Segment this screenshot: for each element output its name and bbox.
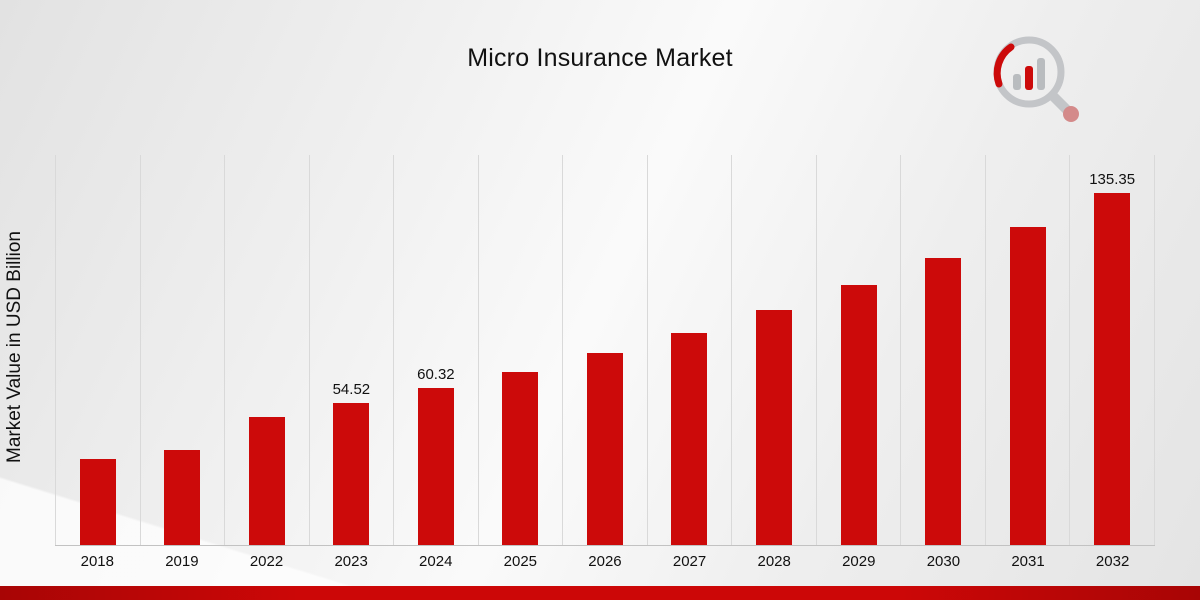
x-tick-label: 2031	[1011, 553, 1045, 570]
logo-handle-tip-icon	[1063, 106, 1079, 122]
chart-column	[900, 155, 985, 545]
bar-data-label: 54.52	[332, 381, 371, 399]
chart-column	[139, 155, 225, 545]
bar-2028	[756, 310, 793, 545]
bar-2026	[586, 353, 623, 545]
logo-bar-medium-icon	[1025, 66, 1033, 90]
logo-bar-tall-icon	[1037, 58, 1045, 90]
x-tick-label: 2029	[842, 553, 876, 570]
x-tick-label: 2030	[926, 553, 961, 570]
x-tick-label: 2023	[334, 553, 368, 570]
chart-column	[646, 155, 732, 545]
chart-column	[562, 155, 647, 545]
bar-2030	[925, 257, 962, 545]
x-tick-label: 2022	[249, 553, 284, 570]
chart-column	[984, 155, 1070, 545]
chart-column	[224, 155, 309, 545]
x-tick-label: 2032	[1095, 553, 1130, 570]
x-tick-label: 2028	[757, 553, 791, 570]
chart-column: 135.35	[1069, 155, 1155, 545]
chart-column	[55, 155, 140, 545]
chart-column	[731, 155, 816, 545]
logo-bar-short-icon	[1013, 74, 1021, 90]
bar-2022	[248, 416, 285, 545]
plot-area: 54.52 60.32 135.35	[55, 155, 1155, 546]
x-tick-label: 2027	[672, 553, 707, 570]
x-tick-label: 2025	[503, 553, 538, 570]
chart-title: Micro Insurance Market	[467, 44, 733, 72]
bottom-accent-strip	[0, 586, 1200, 600]
bar-2031	[1009, 226, 1046, 545]
bar-2024: 60.32	[417, 366, 455, 545]
bar-2023: 54.52	[333, 381, 370, 545]
x-tick-label: 2019	[165, 553, 199, 570]
chart-column	[815, 155, 901, 545]
chart-column: 60.32	[393, 155, 478, 545]
x-tick-label: 2024	[419, 553, 453, 570]
x-tick-label: 2026	[588, 553, 622, 570]
bar-data-label: 135.35	[1089, 171, 1136, 189]
x-tick-label: 2018	[80, 553, 114, 570]
bar-2019	[164, 450, 201, 545]
chart-column	[477, 155, 563, 545]
bar-data-label: 60.32	[417, 366, 455, 384]
chart-column: 54.52	[308, 155, 394, 545]
x-axis-tick-row: 2018 2019 2022 2023 2024 2025 2026 2027 2028 2029…	[55, 553, 1155, 570]
bar-2025	[502, 371, 539, 545]
y-axis-label: Market Value in USD Billion	[4, 231, 25, 464]
magnifier-bar-chart-logo-icon	[993, 36, 1079, 122]
logo-red-arc-icon	[993, 43, 1015, 88]
bar-2029	[840, 285, 877, 545]
bar-2027	[671, 332, 708, 545]
bar-2018	[79, 459, 116, 545]
bar-2032: 135.35	[1089, 171, 1135, 545]
